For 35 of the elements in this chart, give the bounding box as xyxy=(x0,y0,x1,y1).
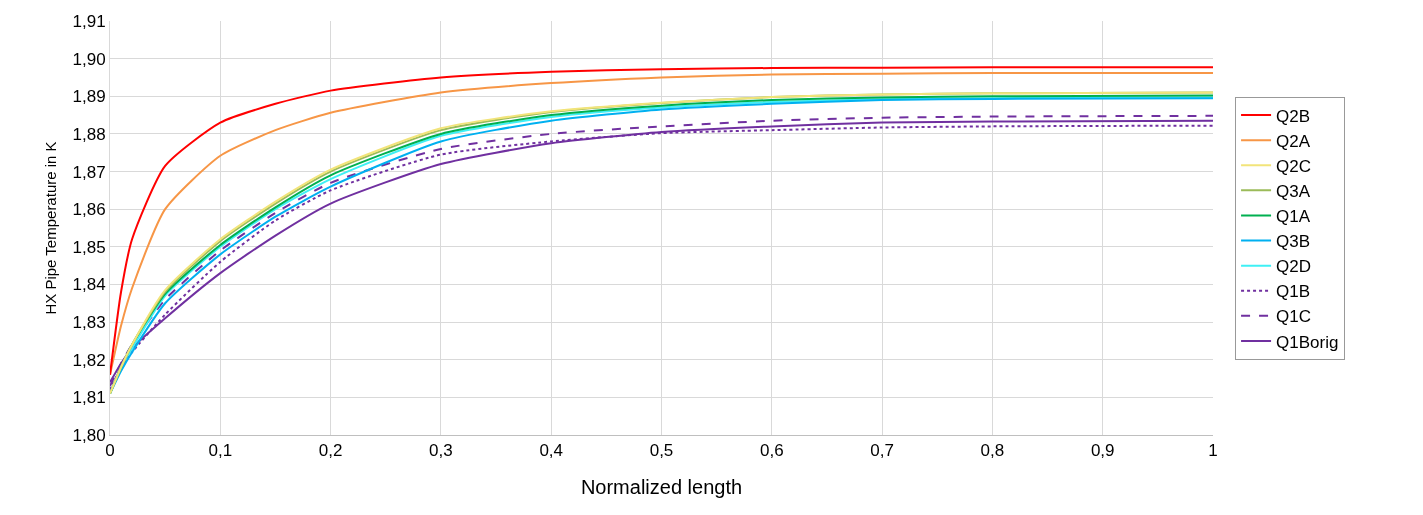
y-tick-label: 1,87 xyxy=(72,162,106,182)
legend-label: Q3B xyxy=(1276,232,1311,252)
x-tick-label: 0,8 xyxy=(980,441,1005,461)
x-tick-label: 1 xyxy=(1208,441,1218,461)
x-tick-label: 0,7 xyxy=(870,441,894,461)
legend-label: Q1A xyxy=(1276,207,1311,227)
x-tick-label: 0,1 xyxy=(208,441,233,461)
legend-label: Q2C xyxy=(1276,156,1312,176)
y-tick-label: 1,90 xyxy=(72,49,106,69)
y-tick-label: 1,80 xyxy=(72,425,106,445)
y-tick-label: 1,85 xyxy=(72,237,106,257)
legend-label: Q2D xyxy=(1276,257,1312,277)
x-tick-label: 0,9 xyxy=(1090,441,1115,461)
x-tick-label: 0 xyxy=(105,441,115,461)
y-tick-label: 1,84 xyxy=(72,275,106,295)
legend-label: Q2A xyxy=(1276,131,1311,151)
y-tick-label: 1,81 xyxy=(72,388,106,408)
y-tick-label: 1,86 xyxy=(72,200,106,220)
y-tick-label: 1,83 xyxy=(72,313,106,333)
legend-label: Q1B xyxy=(1276,282,1311,302)
y-tick-label: 1,82 xyxy=(72,350,106,370)
legend-label: Q1C xyxy=(1276,307,1312,327)
y-tick-label: 1,88 xyxy=(72,124,106,144)
x-tick-label: 0,5 xyxy=(649,441,674,461)
legend-label: Q3A xyxy=(1276,181,1311,201)
y-tick-label: 1,91 xyxy=(72,11,106,31)
y-axis-title: HX Pipe Temperature in K xyxy=(41,141,59,315)
x-tick-label: 0,2 xyxy=(318,441,343,461)
x-tick-label: 0,3 xyxy=(429,441,453,461)
y-tick-label: 1,89 xyxy=(72,87,106,107)
x-axis-title: Normalized length xyxy=(580,475,743,498)
x-tick-label: 0,4 xyxy=(539,441,564,461)
legend-label: Q1Borig xyxy=(1276,332,1339,352)
x-tick-label: 0,6 xyxy=(759,441,784,461)
legend-label: Q2B xyxy=(1276,106,1311,126)
